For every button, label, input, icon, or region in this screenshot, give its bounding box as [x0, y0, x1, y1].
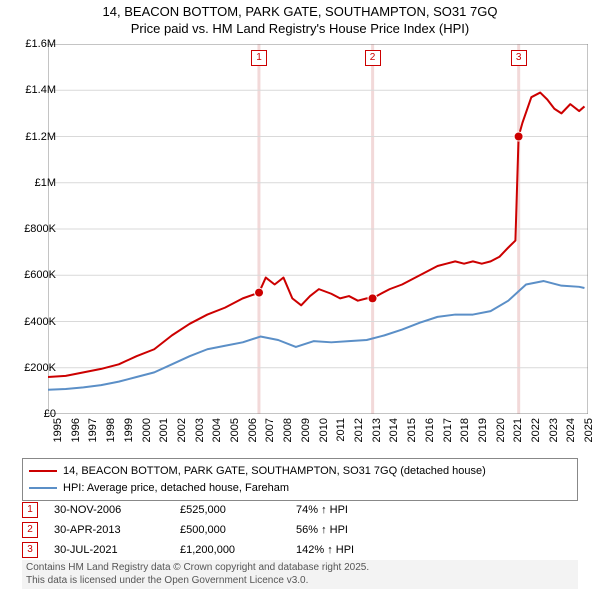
sale-price: £1,200,000 — [180, 544, 280, 556]
x-tick-label: 2013 — [371, 418, 383, 442]
legend-swatch — [29, 487, 57, 489]
x-tick-label: 2014 — [388, 418, 400, 442]
y-tick-label: £600K — [24, 269, 56, 281]
y-tick-label: £1.2M — [25, 131, 56, 143]
legend-item: HPI: Average price, detached house, Fare… — [29, 480, 571, 497]
x-tick-label: 2007 — [264, 418, 276, 442]
y-tick-label: £1.6M — [25, 38, 56, 50]
chart-legend: 14, BEACON BOTTOM, PARK GATE, SOUTHAMPTO… — [22, 458, 578, 501]
chart-title: 14, BEACON BOTTOM, PARK GATE, SOUTHAMPTO… — [0, 0, 600, 38]
x-tick-label: 1998 — [105, 418, 117, 442]
legend-label: HPI: Average price, detached house, Fare… — [63, 480, 289, 497]
footer-attribution: Contains HM Land Registry data © Crown c… — [22, 560, 578, 589]
footer-line-1: Contains HM Land Registry data © Crown c… — [26, 562, 574, 575]
legend-item: 14, BEACON BOTTOM, PARK GATE, SOUTHAMPTO… — [29, 463, 571, 480]
chart-marker: 1 — [251, 50, 267, 66]
sale-marker: 2 — [22, 522, 38, 538]
x-tick-label: 2017 — [442, 418, 454, 442]
x-tick-label: 2005 — [229, 418, 241, 442]
sale-row: 3 30-JUL-2021 £1,200,000 142% ↑ HPI — [22, 542, 416, 558]
x-tick-label: 2003 — [194, 418, 206, 442]
title-line-1: 14, BEACON BOTTOM, PARK GATE, SOUTHAMPTO… — [0, 4, 600, 21]
sale-marker: 3 — [22, 542, 38, 558]
x-tick-label: 1996 — [70, 418, 82, 442]
x-tick-label: 2008 — [282, 418, 294, 442]
y-tick-label: £400K — [24, 316, 56, 328]
x-tick-label: 2001 — [158, 418, 170, 442]
sale-hpi: 56% ↑ HPI — [296, 524, 416, 536]
x-tick-label: 2015 — [406, 418, 418, 442]
x-tick-label: 2011 — [335, 418, 347, 442]
x-tick-label: 2020 — [495, 418, 507, 442]
sale-price: £525,000 — [180, 504, 280, 516]
chart-svg — [48, 44, 588, 414]
chart-marker: 2 — [365, 50, 381, 66]
y-tick-label: £1.4M — [25, 84, 56, 96]
x-tick-label: 2016 — [424, 418, 436, 442]
x-tick-label: 2004 — [211, 418, 223, 442]
sales-list: 1 30-NOV-2006 £525,000 74% ↑ HPI 2 30-APR-201… — [22, 502, 416, 562]
x-tick-label: 2021 — [512, 418, 524, 442]
x-tick-label: 2024 — [565, 418, 577, 442]
sale-date: 30-APR-2013 — [54, 524, 164, 536]
x-tick-label: 2025 — [583, 418, 595, 442]
x-tick-label: 2018 — [459, 418, 471, 442]
title-line-2: Price paid vs. HM Land Registry's House … — [0, 21, 600, 38]
chart-marker: 3 — [511, 50, 527, 66]
sale-row: 2 30-APR-2013 £500,000 56% ↑ HPI — [22, 522, 416, 538]
x-tick-label: 2023 — [548, 418, 560, 442]
x-tick-label: 2002 — [176, 418, 188, 442]
x-tick-label: 2010 — [318, 418, 330, 442]
sale-date: 30-JUL-2021 — [54, 544, 164, 556]
x-tick-label: 1995 — [52, 418, 64, 442]
sale-hpi: 142% ↑ HPI — [296, 544, 416, 556]
sale-date: 30-NOV-2006 — [54, 504, 164, 516]
x-tick-label: 2022 — [530, 418, 542, 442]
x-tick-label: 1997 — [87, 418, 99, 442]
chart-container: 14, BEACON BOTTOM, PARK GATE, SOUTHAMPTO… — [0, 0, 600, 590]
x-tick-label: 1999 — [123, 418, 135, 442]
x-tick-label: 2019 — [477, 418, 489, 442]
y-tick-label: £800K — [24, 223, 56, 235]
y-tick-label: £200K — [24, 362, 56, 374]
sale-marker: 1 — [22, 502, 38, 518]
y-tick-label: £1M — [35, 177, 56, 189]
chart-plot-area — [48, 44, 588, 414]
x-tick-label: 2000 — [141, 418, 153, 442]
legend-label: 14, BEACON BOTTOM, PARK GATE, SOUTHAMPTO… — [63, 463, 486, 480]
sale-price: £500,000 — [180, 524, 280, 536]
footer-line-2: This data is licensed under the Open Gov… — [26, 575, 574, 588]
x-tick-label: 2012 — [353, 418, 365, 442]
x-tick-label: 2009 — [300, 418, 312, 442]
x-tick-label: 2006 — [247, 418, 259, 442]
sale-hpi: 74% ↑ HPI — [296, 504, 416, 516]
legend-swatch — [29, 470, 57, 472]
sale-row: 1 30-NOV-2006 £525,000 74% ↑ HPI — [22, 502, 416, 518]
